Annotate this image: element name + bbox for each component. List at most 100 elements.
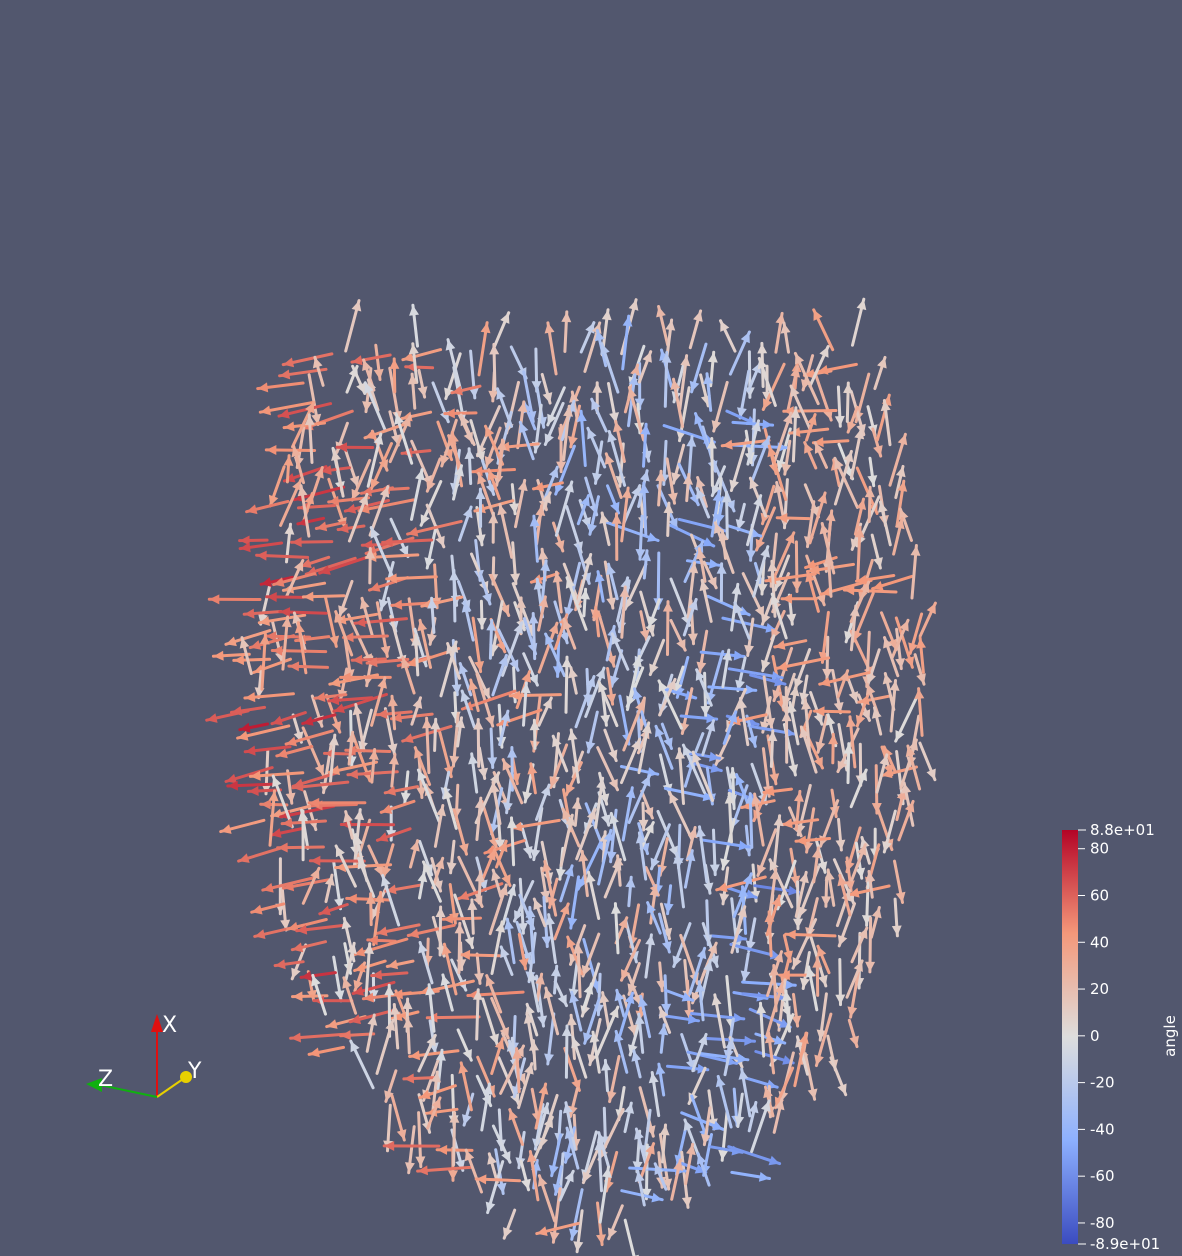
arrow-head — [491, 870, 501, 882]
arrow-glyph — [682, 597, 698, 637]
arrow-glyph — [281, 615, 292, 671]
arrow-glyph — [809, 691, 824, 726]
arrow-glyph — [843, 742, 854, 785]
arrow-head — [747, 735, 758, 747]
arrow-head — [417, 386, 428, 398]
arrow-glyph — [576, 840, 603, 891]
arrow-glyph — [768, 858, 794, 909]
arrow-head — [685, 850, 696, 862]
arrow-glyph — [847, 970, 860, 1019]
arrow-head — [656, 306, 666, 318]
arrow-head — [796, 835, 807, 846]
arrow-head — [445, 339, 456, 351]
arrow-glyph — [853, 497, 867, 536]
arrow-glyph — [405, 1125, 416, 1175]
arrow-head — [254, 929, 266, 939]
arrow-glyph — [592, 440, 604, 485]
arrow-head — [513, 622, 523, 634]
arrow-glyph — [647, 598, 661, 629]
arrow-head — [514, 910, 524, 922]
arrow-head — [462, 1114, 472, 1126]
arrow-glyph — [753, 884, 801, 896]
arrow-head — [834, 415, 845, 427]
arrow-head — [769, 965, 780, 976]
arrow-glyph — [703, 372, 713, 412]
arrow-head — [792, 957, 802, 969]
arrow-head — [354, 947, 366, 957]
arrow-glyph — [883, 636, 900, 678]
arrow-head — [914, 688, 925, 699]
arrow-head — [485, 1201, 496, 1213]
arrow-head — [407, 526, 419, 537]
arrow-glyph — [637, 1142, 656, 1184]
arrow-glyph — [281, 878, 330, 892]
arrow-glyph — [332, 692, 388, 713]
arrow-glyph — [430, 717, 441, 752]
arrow-glyph — [701, 1106, 712, 1147]
arrow-glyph — [318, 555, 371, 575]
arrow-head — [431, 1072, 442, 1083]
arrow-head — [844, 585, 855, 596]
arrow-glyph — [734, 1092, 745, 1128]
arrow-head — [248, 786, 259, 796]
arrow-glyph — [290, 940, 327, 953]
arrow-head — [649, 663, 659, 675]
arrow-glyph — [786, 701, 800, 746]
arrow-head — [273, 577, 285, 587]
arrow-head — [822, 668, 833, 679]
arrow-head — [279, 408, 290, 419]
arrow-head — [448, 1170, 458, 1181]
arrow-glyph — [350, 353, 392, 366]
arrow-head — [448, 642, 459, 653]
arrow-glyph — [767, 729, 778, 768]
arrow-glyph — [594, 1005, 620, 1059]
arrow-glyph — [657, 679, 683, 730]
arrow-head — [549, 776, 559, 788]
arrow-glyph — [744, 617, 755, 657]
arrow-head — [352, 654, 363, 665]
arrow-glyph — [727, 667, 784, 681]
arrow-head — [499, 1026, 509, 1038]
arrow-glyph — [417, 618, 432, 669]
arrow-head — [543, 1117, 553, 1129]
arrow-glyph — [622, 698, 645, 752]
arrow-glyph — [301, 726, 325, 777]
arrow-glyph — [401, 656, 416, 695]
arrow-head — [485, 715, 495, 727]
arrow-head — [899, 509, 909, 521]
arrow-glyph — [639, 481, 650, 536]
arrow-head — [533, 482, 545, 492]
arrow-glyph — [383, 785, 419, 796]
arrow-head — [655, 1064, 666, 1075]
arrow-glyph — [901, 781, 915, 827]
arrow-glyph — [564, 761, 583, 797]
arrow-head — [488, 513, 499, 524]
arrow-head — [514, 1046, 524, 1058]
arrow-head — [618, 917, 628, 929]
arrow-glyph — [449, 1111, 460, 1167]
arrow-head — [498, 655, 508, 667]
arrow-head — [599, 793, 610, 805]
arrow-glyph — [591, 605, 602, 638]
arrow-glyph — [631, 1049, 642, 1079]
arrow-head — [706, 438, 717, 449]
arrow-glyph — [757, 560, 768, 596]
arrow-glyph — [571, 1035, 588, 1079]
arrow-head — [508, 1109, 518, 1121]
arrow-head — [484, 456, 495, 468]
arrow-head — [606, 1090, 617, 1102]
arrow-head — [387, 959, 399, 970]
arrow-glyph — [656, 961, 667, 993]
arrow-head — [527, 1151, 537, 1163]
arrow-glyph — [301, 591, 346, 602]
arrow-head — [374, 892, 385, 903]
arrow-head — [239, 637, 250, 649]
arrow-glyph — [685, 826, 698, 862]
arrow-head — [213, 650, 224, 661]
arrow-head — [586, 809, 597, 821]
arrow-head — [926, 768, 936, 780]
arrow-glyph — [402, 1073, 439, 1084]
arrow-head — [793, 918, 803, 929]
